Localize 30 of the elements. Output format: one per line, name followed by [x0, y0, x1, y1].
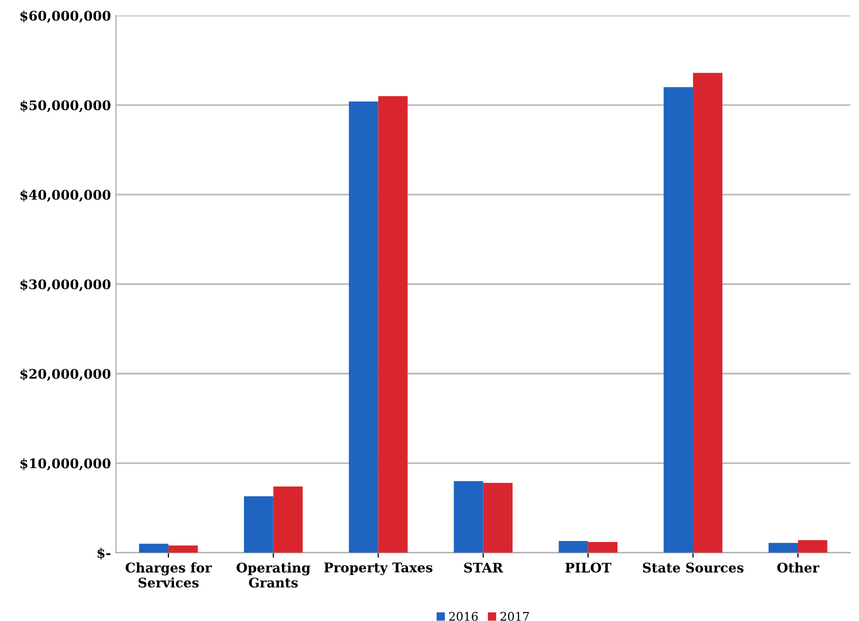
x-tick-label: Operating Grants [236, 562, 310, 588]
legend-label: 2017 [500, 612, 529, 621]
bar [558, 541, 588, 553]
x-tick-label: STAR [464, 562, 504, 573]
x-tick-label: Charges for Services [126, 562, 212, 588]
x-tick-label: PILOT [565, 562, 612, 573]
bar [168, 546, 198, 553]
bar [378, 96, 408, 553]
bar [588, 542, 618, 553]
bar [798, 540, 828, 553]
y-tick-label: $40,000,000 [20, 190, 110, 202]
bar [348, 101, 378, 553]
y-tick-label: $30,000,000 [20, 279, 110, 292]
y-tick-label: $50,000,000 [20, 100, 110, 112]
bar [244, 496, 274, 553]
x-tick-label: State Sources [642, 562, 744, 573]
bar [664, 87, 694, 553]
y-tick-label: $60,000,000 [20, 10, 110, 23]
y-tick-label: $20,000,000 [20, 368, 110, 381]
bar [273, 486, 303, 553]
x-tick-label: Property Taxes [324, 562, 432, 576]
y-tick-label: $10,000,000 [20, 458, 110, 470]
bar [454, 481, 484, 553]
bar [693, 72, 722, 553]
legend-label: 2016 [449, 612, 478, 621]
bar [139, 544, 168, 553]
bar [483, 482, 513, 553]
bar [768, 542, 798, 553]
y-tick-label: $- [98, 548, 110, 560]
x-tick-label: Other [777, 562, 820, 573]
